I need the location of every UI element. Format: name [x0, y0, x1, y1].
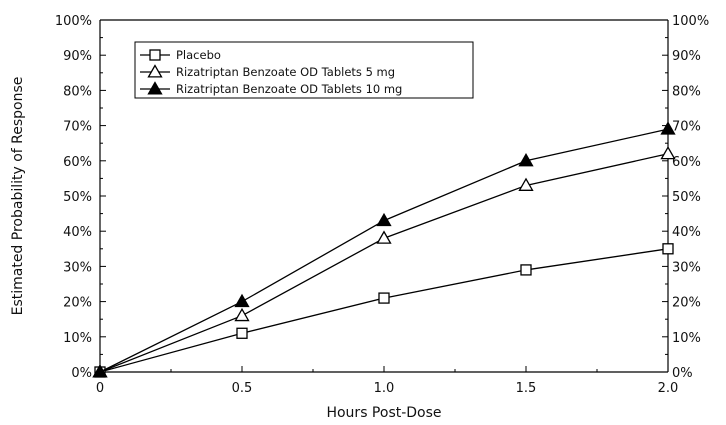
y-tick-label-right: 100%	[672, 14, 709, 29]
y-axis-title: Estimated Probability of Response	[10, 77, 26, 316]
y-tick-label-left: 80%	[63, 84, 92, 99]
y-tick-label-left: 10%	[63, 331, 92, 346]
data-point-placebo	[520, 264, 532, 276]
y-tick-label-left: 40%	[63, 225, 92, 240]
series-line-rizatriptan-benzoate-od-tablets-10-mg	[99, 128, 669, 373]
y-tick-label-left: 60%	[63, 155, 92, 170]
data-point-rizatriptan-benzoate-od-tablets-10-mg	[660, 121, 676, 135]
series	[92, 121, 676, 378]
y-tick-label-right: 50%	[672, 190, 701, 205]
x-axis-title: Hours Post-Dose	[326, 405, 441, 421]
legend-marker	[147, 81, 163, 95]
legend: Placebo Rizatriptan Benzoate OD Tablets 5…	[134, 41, 474, 99]
y-tick-label-left: 30%	[63, 260, 92, 275]
data-point-rizatriptan-benzoate-od-tablets-10-mg	[92, 364, 108, 378]
y-tick-label-left: 70%	[63, 120, 92, 135]
series-line-rizatriptan-benzoate-od-tablets-5-mg	[99, 153, 669, 373]
legend-label: Rizatriptan Benzoate OD Tablets 10 mg	[176, 82, 402, 96]
y-tick-label-right: 0%	[672, 366, 693, 381]
y-tick-label-left: 100%	[55, 14, 92, 29]
data-point-rizatriptan-benzoate-od-tablets-10-mg	[234, 293, 250, 308]
data-point-rizatriptan-benzoate-od-tablets-5-mg	[518, 177, 534, 191]
data-point-placebo	[378, 292, 390, 304]
x-tick-label: 1.5	[516, 381, 537, 396]
data-point-placebo	[236, 327, 248, 339]
legend-box	[134, 41, 474, 99]
y-tick-label-left: 50%	[63, 190, 92, 205]
legend-label: Rizatriptan Benzoate OD Tablets 5 mg	[176, 65, 395, 79]
x-tick-label: 1.0	[374, 381, 395, 396]
series-line-placebo	[99, 248, 669, 373]
data-point-rizatriptan-benzoate-od-tablets-5-mg	[234, 307, 250, 322]
data-point-rizatriptan-benzoate-od-tablets-10-mg	[376, 212, 392, 227]
y-tick-label-right: 80%	[672, 84, 701, 99]
x-tick-label: 0.5	[232, 381, 253, 396]
y-tick-label-left: 90%	[63, 49, 92, 64]
y-tick-label-right: 20%	[672, 296, 701, 311]
data-point-rizatriptan-benzoate-od-tablets-5-mg	[660, 145, 676, 160]
y-tick-label-right: 60%	[672, 155, 701, 170]
y-tick-label-right: 30%	[672, 260, 701, 275]
y-tick-label-right: 70%	[672, 120, 701, 135]
legend-items: Placebo Rizatriptan Benzoate OD Tablets 5…	[140, 48, 402, 96]
y-tick-label-right: 40%	[672, 225, 701, 240]
x-tick-label: 2.0	[658, 381, 679, 396]
y-tick-label-right: 10%	[672, 331, 701, 346]
data-point-rizatriptan-benzoate-od-tablets-10-mg	[518, 152, 534, 167]
data-point-rizatriptan-benzoate-od-tablets-5-mg	[376, 230, 392, 244]
x-tick-label: 0	[96, 381, 104, 396]
y-tick-label-left: 0%	[71, 366, 92, 381]
legend-label: Placebo	[176, 48, 221, 62]
data-point-placebo	[662, 243, 674, 255]
legend-marker	[149, 49, 161, 61]
y-tick-label-right: 90%	[672, 49, 701, 64]
y-tick-label-left: 20%	[63, 296, 92, 311]
legend-marker	[147, 64, 163, 78]
ticks: 0% 0% 10% 10% 20% 20% 30% 30% 40% 40% 50% 50% 60% 60%…	[55, 14, 709, 396]
